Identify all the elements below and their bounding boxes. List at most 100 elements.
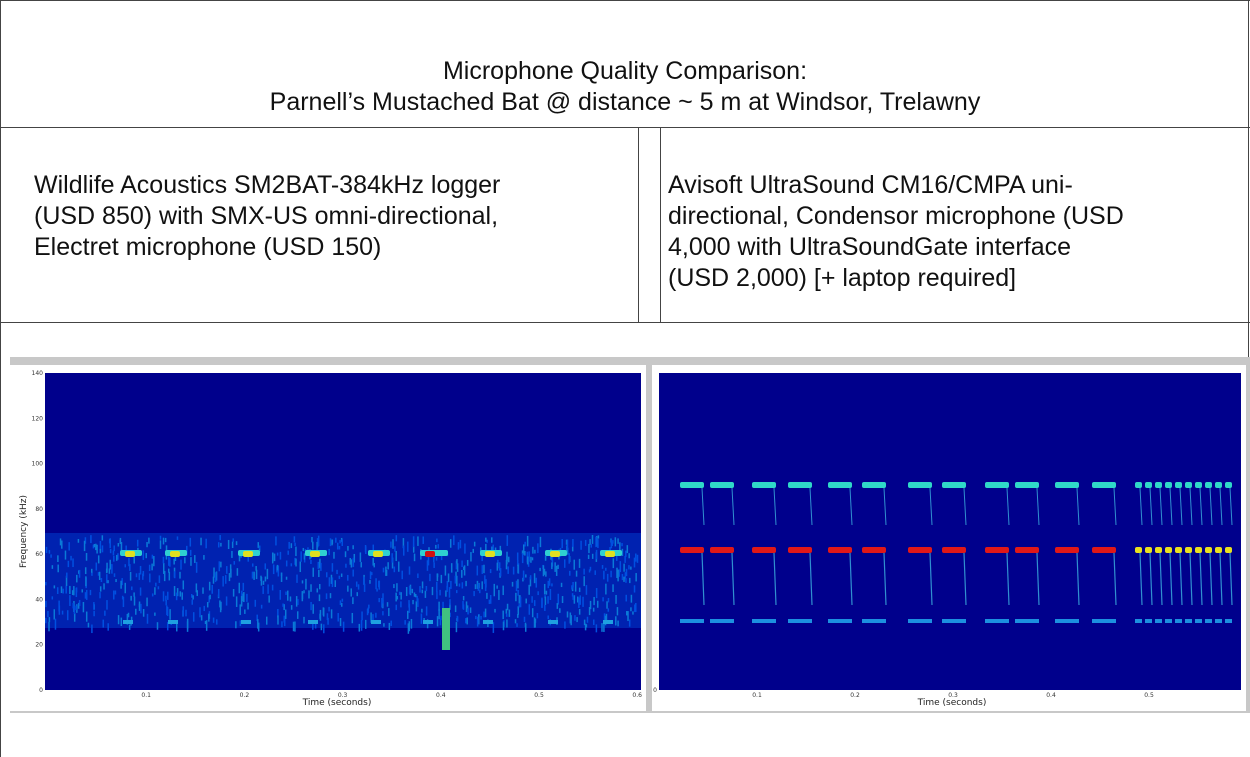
noise <box>288 542 290 549</box>
noise <box>525 599 527 604</box>
noise <box>475 584 477 589</box>
noise <box>45 618 47 623</box>
noise <box>230 569 232 578</box>
noise <box>317 588 319 592</box>
noise <box>229 573 231 581</box>
noise <box>629 578 631 583</box>
pulse <box>862 547 886 553</box>
pulse <box>425 551 435 557</box>
pulse <box>1185 619 1192 623</box>
noise <box>634 585 636 592</box>
noise <box>561 583 563 587</box>
noise <box>47 611 49 617</box>
noise <box>544 605 546 611</box>
noise <box>479 589 481 593</box>
noise <box>398 562 400 572</box>
pulse <box>942 482 966 488</box>
noise <box>562 596 564 603</box>
pulse <box>680 547 704 553</box>
noise <box>200 538 202 546</box>
noise <box>492 545 494 551</box>
noise <box>517 565 519 574</box>
pulse <box>1225 547 1232 553</box>
noise <box>395 551 397 561</box>
pulse <box>710 482 734 488</box>
pulse <box>1225 619 1232 623</box>
noise <box>191 594 193 598</box>
noise <box>294 543 296 546</box>
noise <box>88 623 90 628</box>
noise <box>436 557 438 561</box>
noise <box>490 569 492 573</box>
noise <box>509 610 511 617</box>
noise <box>396 583 398 591</box>
noise <box>592 535 594 544</box>
pulse <box>1155 482 1162 488</box>
noise <box>585 540 587 546</box>
noise <box>263 581 265 585</box>
noise <box>347 586 349 592</box>
pulse <box>423 620 433 624</box>
noise <box>86 590 88 600</box>
pulse <box>985 482 1009 488</box>
noise <box>146 598 148 607</box>
noise <box>597 601 599 608</box>
noise <box>93 611 95 616</box>
noise <box>439 590 441 596</box>
noise <box>532 547 534 554</box>
noise <box>179 572 181 579</box>
noise <box>579 588 581 592</box>
noise <box>605 568 607 571</box>
noise <box>617 570 619 579</box>
noise <box>312 624 314 630</box>
noise <box>81 589 83 592</box>
noise <box>393 584 395 588</box>
noise <box>409 586 411 594</box>
noise <box>602 597 604 601</box>
noise <box>287 551 289 555</box>
noise <box>617 538 619 543</box>
noise <box>173 559 175 565</box>
noise <box>450 581 452 589</box>
pulse <box>442 608 450 650</box>
noise <box>437 573 439 581</box>
noise <box>601 623 603 632</box>
noise <box>174 571 176 578</box>
noise <box>335 580 337 587</box>
noise <box>572 539 574 547</box>
noise <box>436 539 438 543</box>
noise <box>286 577 288 580</box>
noise <box>61 541 63 549</box>
noise <box>343 622 345 632</box>
noise <box>308 590 310 598</box>
noise <box>303 548 305 551</box>
noise <box>575 582 577 592</box>
pulse <box>788 482 812 488</box>
noise <box>310 602 312 610</box>
noise <box>605 584 607 595</box>
noise <box>148 538 150 544</box>
noise <box>218 542 220 547</box>
noise <box>267 584 269 593</box>
noise <box>554 562 556 572</box>
noise <box>233 589 235 597</box>
noise <box>352 613 354 623</box>
pulse <box>1015 619 1039 623</box>
pulse <box>710 547 734 553</box>
noise <box>100 586 102 591</box>
noise <box>350 558 352 565</box>
noise <box>73 586 75 595</box>
noise <box>534 550 536 554</box>
noise <box>390 621 392 626</box>
noise <box>202 587 204 593</box>
pulse <box>1165 547 1172 553</box>
noise <box>274 554 276 562</box>
noise <box>163 557 165 564</box>
noise <box>115 579 117 582</box>
noise <box>85 576 87 586</box>
noise <box>626 569 628 576</box>
noise <box>441 575 443 583</box>
noise <box>106 569 108 574</box>
noise <box>499 562 501 570</box>
pulse <box>371 620 381 624</box>
